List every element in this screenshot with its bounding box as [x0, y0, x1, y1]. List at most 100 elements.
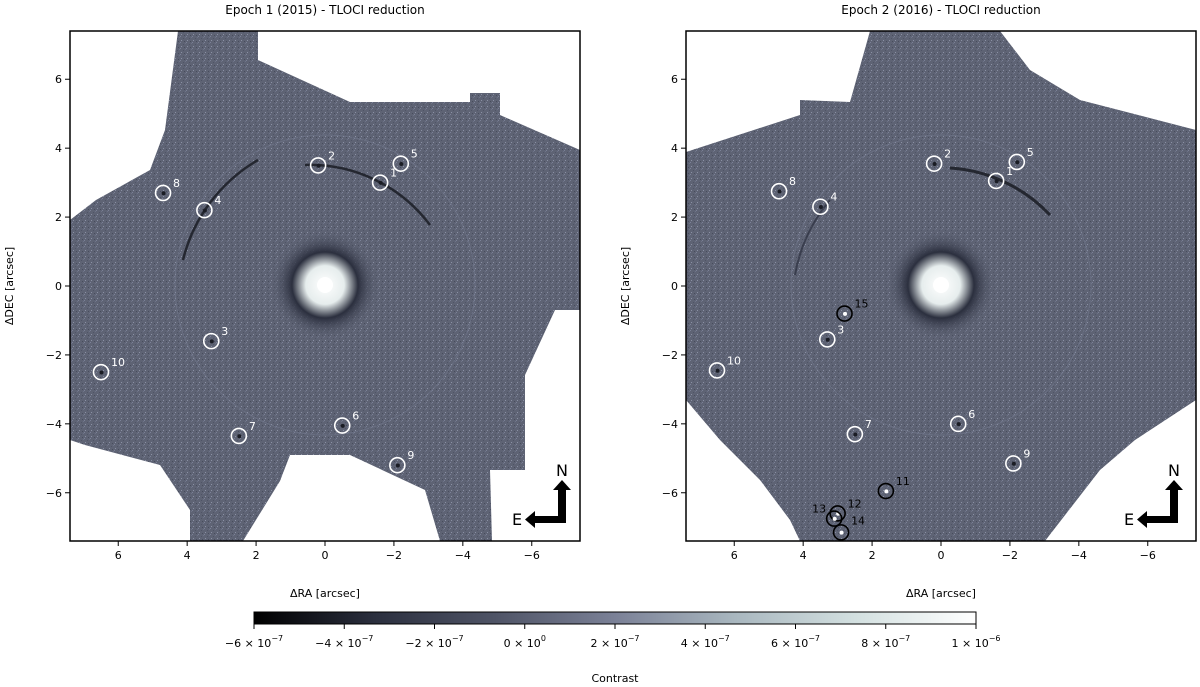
source-point: [1015, 160, 1020, 165]
source-label: 8: [173, 177, 180, 190]
y-tick-label: 2: [55, 211, 62, 224]
source-marker-circle: [818, 331, 836, 348]
panel-epoch-2: Epoch 2 (2016) - TLOCI reduction 1234567…: [619, 3, 1197, 600]
east-arrow-icon: [1137, 511, 1178, 528]
source-marker-circle: [770, 182, 788, 200]
source-point: [340, 423, 345, 428]
source-point: [932, 161, 937, 166]
source-point: [99, 370, 104, 375]
colorbar-tick-label: 4 × 10−7: [681, 634, 730, 650]
y-tick-label: 0: [671, 280, 678, 293]
source-marker-circle: [333, 417, 351, 434]
source-point: [399, 161, 404, 166]
north-arrow-icon: [553, 480, 571, 521]
compass: N E: [512, 461, 571, 529]
source-point: [818, 205, 823, 210]
source-marker-circle: [92, 363, 110, 381]
source-label: 14: [851, 514, 865, 527]
panel-title: Epoch 1 (2015) - TLOCI reduction: [225, 3, 425, 17]
source-point: [1011, 461, 1016, 466]
source-marker-circle: [196, 201, 213, 219]
source-label: 8: [789, 175, 796, 188]
source-label: 11: [896, 475, 910, 488]
x-tick-label: −2: [386, 549, 402, 562]
x-tick-label: 0: [322, 549, 329, 562]
source-markers: 1 2 3 4 5 6 7 8 9 10: [92, 148, 418, 474]
axis-ticks: 6 6 4 4 2 2 0 0 −2 −2 −4 −4 −6 −6: [662, 73, 1156, 562]
source-marker-circle: [708, 362, 726, 379]
source-label: 3: [837, 323, 844, 336]
source-label: 5: [411, 148, 418, 161]
source-point: [832, 516, 837, 521]
colorbar: −6 × 10−7 −4 × 10−7 −2 × 10−7 0 × 100 2 × 10…: [225, 611, 1001, 685]
y-tick-label: 4: [671, 142, 678, 155]
x-tick-label: −2: [1002, 549, 1018, 562]
colorbar-ticks: −6 × 10−7 −4 × 10−7 −2 × 10−7 0 × 100 2 × 10…: [225, 624, 1001, 650]
compass-east-label: E: [512, 510, 522, 529]
y-axis-label: ΔDEC [arcsec]: [619, 247, 632, 325]
colorbar-tick-label: 2 × 10−7: [590, 634, 639, 650]
ring-faint: [790, 134, 1092, 436]
y-tick-label: −4: [662, 418, 678, 431]
source-label: 1: [1006, 165, 1013, 178]
source-point: [715, 368, 720, 373]
x-tick-label: 0: [938, 549, 945, 562]
coronagraph-center: [317, 277, 333, 293]
y-tick-label: −6: [662, 487, 678, 500]
source-label: 2: [944, 148, 951, 161]
y-tick-label: 6: [55, 73, 62, 86]
source-marker-circle: [389, 456, 406, 474]
source-label: 10: [727, 354, 741, 367]
y-tick-label: −2: [46, 349, 62, 362]
source-marker-circle: [1008, 153, 1026, 171]
source-marker-circle: [812, 198, 829, 216]
source-label: 12: [848, 497, 862, 510]
source-point: [161, 191, 166, 196]
source-label: 10: [111, 356, 125, 369]
x-tick-label: 4: [800, 549, 807, 562]
ring-arc-north: [949, 166, 1052, 217]
source-marker-circle: [1005, 455, 1022, 472]
colorbar-gradient: [253, 611, 977, 625]
source-point: [994, 179, 999, 184]
source-marker-circle: [836, 305, 853, 322]
x-tick-label: −6: [524, 549, 540, 562]
source-point: [884, 489, 889, 494]
y-tick-label: 6: [671, 73, 678, 86]
source-label: 6: [352, 410, 359, 423]
compass-north-label: N: [1168, 461, 1180, 480]
y-tick-label: −6: [46, 487, 62, 500]
source-point: [378, 180, 383, 185]
y-tick-label: 2: [671, 211, 678, 224]
x-tick-label: 2: [253, 549, 260, 562]
source-marker-circle: [877, 482, 895, 500]
source-label: 6: [968, 408, 975, 421]
y-tick-label: −4: [46, 418, 62, 431]
y-tick-label: 4: [55, 142, 62, 155]
x-tick-label: 4: [184, 549, 191, 562]
source-marker-circle: [825, 510, 843, 527]
source-marker-circle: [987, 172, 1005, 190]
source-point: [209, 339, 214, 344]
source-label: 9: [1023, 447, 1030, 460]
source-marker-circle: [829, 505, 846, 522]
source-label: 4: [214, 194, 221, 207]
source-point: [395, 463, 400, 468]
source-marker-circle: [230, 427, 248, 445]
ring-arc-north: [304, 163, 432, 226]
ring-arc-east: [181, 158, 259, 261]
colorbar-tick-label: −2 × 10−7: [405, 634, 463, 650]
ring-arc-east: [794, 199, 831, 276]
axis-ticks: 6 6 4 4 2 2 0 0 −2 −2 −4 −4 −6 −6: [46, 73, 540, 562]
source-label: 5: [1027, 146, 1034, 159]
source-label: 13: [812, 503, 826, 516]
source-label: 15: [855, 298, 869, 311]
compass-north-label: N: [556, 461, 568, 480]
compass-east-label: E: [1124, 510, 1134, 529]
y-axis-label: ΔDEC [arcsec]: [3, 247, 16, 325]
source-label: 4: [830, 191, 837, 204]
source-marker-circle: [846, 425, 864, 443]
source-marker-circle: [925, 155, 943, 172]
